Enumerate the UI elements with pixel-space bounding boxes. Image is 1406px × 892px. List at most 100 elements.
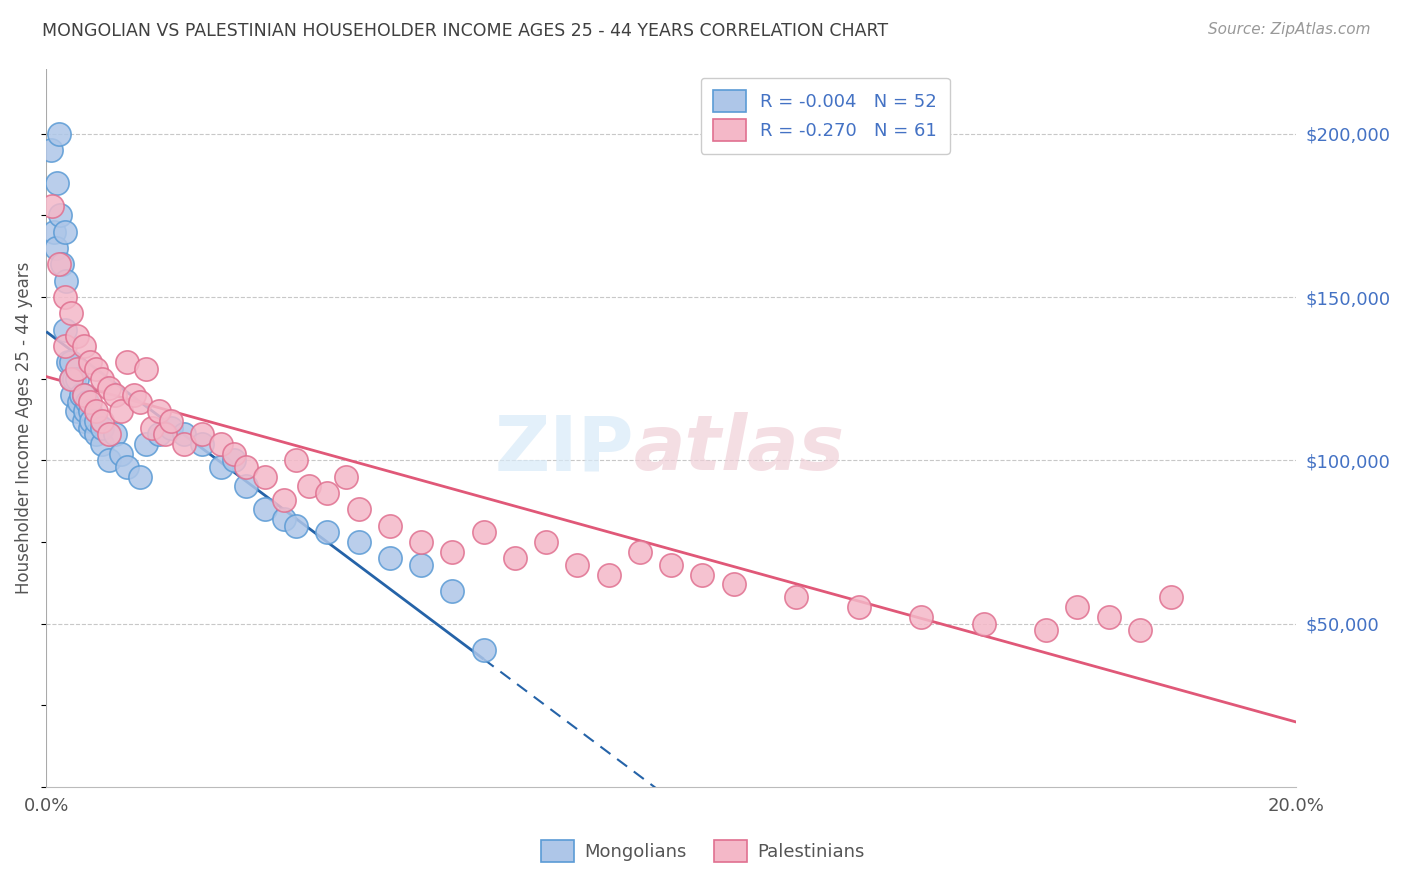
Point: [73, 414, 96, 428]
Point: [235, 479, 257, 493]
Point: [84, 414, 107, 428]
Point: [97, 453, 120, 467]
Point: [628, 545, 651, 559]
Point: [60, 355, 83, 369]
Point: [1129, 623, 1152, 637]
Point: [472, 525, 495, 540]
Point: [335, 469, 357, 483]
Point: [347, 502, 370, 516]
Point: [56, 355, 79, 369]
Point: [534, 535, 557, 549]
Text: ZIP: ZIP: [494, 412, 634, 486]
Point: [91, 437, 114, 451]
Point: [285, 453, 308, 467]
Text: MONGOLIAN VS PALESTINIAN HOUSEHOLDER INCOME AGES 25 - 44 YEARS CORRELATION CHART: MONGOLIAN VS PALESTINIAN HOUSEHOLDER INC…: [42, 22, 889, 40]
Point: [316, 525, 339, 540]
Point: [503, 551, 526, 566]
Point: [104, 388, 127, 402]
Point: [41, 199, 63, 213]
Point: [692, 567, 714, 582]
Point: [53, 339, 76, 353]
Point: [84, 427, 107, 442]
Point: [66, 329, 89, 343]
Point: [62, 388, 84, 402]
Point: [79, 420, 101, 434]
Point: [910, 610, 932, 624]
Point: [235, 459, 257, 474]
Point: [46, 176, 69, 190]
Point: [91, 414, 114, 428]
Point: [785, 591, 807, 605]
Point: [53, 225, 76, 239]
Point: [63, 372, 86, 386]
Point: [191, 427, 214, 442]
Point: [598, 567, 620, 582]
Point: [84, 404, 107, 418]
Point: [848, 600, 870, 615]
Point: [298, 479, 321, 493]
Point: [91, 420, 114, 434]
Point: [117, 355, 139, 369]
Point: [472, 642, 495, 657]
Point: [110, 447, 132, 461]
Point: [91, 372, 114, 386]
Point: [378, 518, 401, 533]
Point: [191, 437, 214, 451]
Point: [285, 518, 308, 533]
Point: [1035, 623, 1057, 637]
Point: [129, 469, 152, 483]
Point: [222, 453, 245, 467]
Point: [567, 558, 589, 572]
Point: [39, 143, 62, 157]
Point: [79, 394, 101, 409]
Point: [253, 502, 276, 516]
Point: [60, 372, 83, 386]
Point: [69, 388, 91, 402]
Point: [253, 469, 276, 483]
Point: [117, 459, 139, 474]
Point: [723, 577, 745, 591]
Point: [441, 545, 464, 559]
Point: [122, 388, 145, 402]
Point: [1066, 600, 1088, 615]
Point: [66, 372, 89, 386]
Point: [84, 362, 107, 376]
Point: [659, 558, 682, 572]
Legend: Mongolians, Palestinians: Mongolians, Palestinians: [534, 833, 872, 870]
Point: [160, 420, 183, 434]
Point: [48, 127, 70, 141]
Point: [173, 427, 195, 442]
Point: [66, 404, 89, 418]
Point: [148, 427, 170, 442]
Point: [441, 583, 464, 598]
Text: atlas: atlas: [634, 412, 845, 486]
Point: [66, 362, 89, 376]
Point: [378, 551, 401, 566]
Point: [141, 420, 163, 434]
Point: [273, 492, 295, 507]
Point: [411, 535, 433, 549]
Point: [222, 447, 245, 461]
Point: [53, 290, 76, 304]
Point: [42, 225, 65, 239]
Point: [73, 339, 96, 353]
Point: [51, 257, 73, 271]
Point: [45, 241, 67, 255]
Point: [55, 274, 77, 288]
Point: [67, 394, 90, 409]
Point: [135, 362, 157, 376]
Point: [53, 323, 76, 337]
Text: Source: ZipAtlas.com: Source: ZipAtlas.com: [1208, 22, 1371, 37]
Point: [79, 404, 101, 418]
Point: [73, 404, 96, 418]
Point: [973, 616, 995, 631]
Point: [135, 437, 157, 451]
Point: [76, 394, 98, 409]
Point: [1160, 591, 1182, 605]
Point: [73, 388, 96, 402]
Point: [273, 512, 295, 526]
Point: [148, 404, 170, 418]
Point: [49, 209, 72, 223]
Point: [1098, 610, 1121, 624]
Point: [80, 414, 103, 428]
